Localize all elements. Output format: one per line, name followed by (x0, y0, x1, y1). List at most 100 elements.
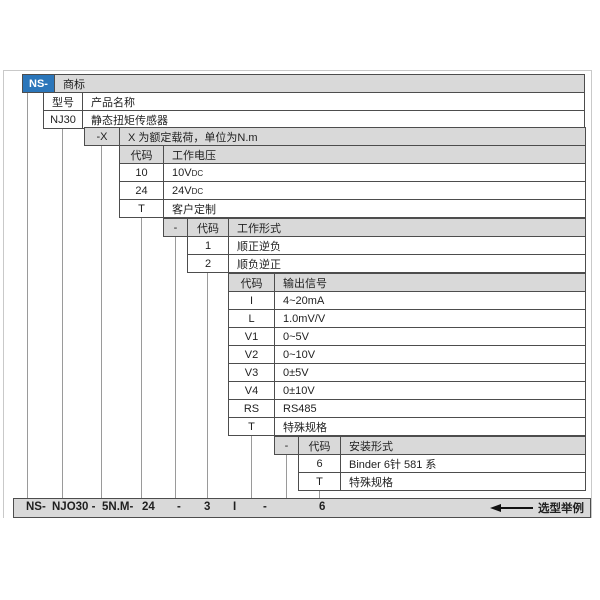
table-row: I 4~20mA (228, 291, 586, 310)
code-cell: I (228, 291, 275, 310)
code-header-cell: 代码 (298, 436, 341, 455)
desc-cell: Binder 6针 581 系 (340, 454, 586, 473)
code-cell: RS (228, 399, 275, 418)
table-header-row: 代码 输出信号 (228, 273, 586, 292)
desc-cell: 顺负逆正 (228, 254, 586, 273)
example-item: 3 (204, 501, 211, 513)
desc-header-cell: 产品名称 (82, 92, 585, 111)
desc-cell: 特殊规格 (274, 417, 586, 436)
table-row: -X X 为额定载荷，单位为N.m (84, 127, 586, 146)
desc-cell: 4~20mA (274, 291, 586, 310)
connector-line-model (62, 128, 63, 498)
desc-text: 客户定制 (172, 203, 216, 216)
frame-top-line (3, 70, 592, 71)
example-pointer: 选型举例 (490, 499, 584, 517)
load-table: -X X 为额定载荷，单位为N.m (84, 127, 586, 146)
table-row: V4 0±10V (228, 381, 586, 400)
frame-right-line (591, 70, 592, 518)
desc-cell: 0~5V (274, 327, 586, 346)
code-header-cell: 代码 (119, 145, 164, 164)
code-cell: 2 (187, 254, 229, 273)
code-cell: L (228, 309, 275, 328)
table-row: RS RS485 (228, 399, 586, 418)
connector-line-mount (319, 491, 320, 498)
brand-table: NS- 商标 (22, 74, 585, 93)
table-row: T 客户定制 (119, 199, 586, 218)
desc-cell: 特殊规格 (340, 472, 586, 491)
desc-cell: 客户定制 (163, 199, 586, 218)
table-row: 2 顺负逆正 (187, 254, 586, 273)
mount-table: - 代码 安装形式 6 Binder 6针 581 系 T 特殊规格 (274, 436, 586, 491)
desc-cell: RS485 (274, 399, 586, 418)
table-row: V2 0~10V (228, 345, 586, 364)
example-item: 6 (319, 501, 326, 513)
connector-line-brand (27, 93, 28, 498)
code-header-cell: 代码 (228, 273, 275, 292)
table-row: L 1.0mV/V (228, 309, 586, 328)
code-cell: V3 (228, 363, 275, 382)
table-row: 6 Binder 6针 581 系 (298, 454, 586, 473)
desc-text: 10V (172, 166, 192, 179)
dc-subscript: DC (191, 169, 204, 178)
table-row: NJ30 静态扭矩传感器 (43, 110, 585, 129)
desc-cell: 静态扭矩传感器 (82, 110, 585, 129)
desc-cell: 1.0mV/V (274, 309, 586, 328)
output-table: 代码 输出信号 I 4~20mA L 1.0mV/V V1 0~5V V2 0~… (228, 273, 586, 436)
connector-line-mount-dash (286, 454, 287, 498)
code-header-cell: 型号 (43, 92, 83, 111)
brand-row: NS- 商标 (22, 74, 585, 93)
connector-line-voltage (141, 218, 142, 498)
table-row: 型号 产品名称 (43, 92, 585, 111)
code-cell: V2 (228, 345, 275, 364)
brand-label-cell: 商标 (54, 74, 585, 93)
code-cell: 24 (119, 181, 164, 200)
table-row: 24 24V DC (119, 181, 586, 200)
code-cell: 1 (187, 236, 229, 255)
desc-cell: 0±10V (274, 381, 586, 400)
desc-cell: 0~10V (274, 345, 586, 364)
example-item: - (263, 501, 267, 513)
example-item: NJO30 - (52, 501, 96, 513)
arrow-left-icon (490, 504, 501, 512)
table-row: V3 0±5V (228, 363, 586, 382)
example-item: - (177, 501, 181, 513)
connector-line-load (101, 145, 102, 498)
arrow-shaft-line (501, 507, 533, 509)
connector-line-mode-dash (175, 236, 176, 498)
table-row: V1 0~5V (228, 327, 586, 346)
voltage-table: 代码 工作电压 10 10V DC 24 24V DC T 客户定制 (119, 145, 586, 218)
code-cell: T (119, 199, 164, 218)
table-header-row: 代码 工作电压 (119, 145, 586, 164)
desc-header-cell: 工作电压 (163, 145, 586, 164)
desc-cell: 0±5V (274, 363, 586, 382)
dc-subscript: DC (191, 187, 204, 196)
code-cell: -X (84, 127, 120, 146)
selection-example-row: NS- NJO30 - 5N.M- 24 - 3 I - 6 选型举例 (13, 498, 591, 518)
desc-header-cell: 输出信号 (274, 273, 586, 292)
desc-cell: 顺正逆负 (228, 236, 586, 255)
example-caption: 选型举例 (538, 503, 584, 515)
desc-cell: X 为额定载荷，单位为N.m (119, 127, 586, 146)
desc-text: 24V (172, 184, 192, 197)
code-cell: T (298, 472, 341, 491)
code-cell: 10 (119, 163, 164, 182)
dash-cell: - (163, 218, 188, 237)
code-cell: NJ30 (43, 110, 83, 129)
dash-cell: - (274, 436, 299, 455)
table-header-row: - 代码 安装形式 (274, 436, 586, 455)
code-cell: T (228, 417, 275, 436)
desc-header-cell: 安装形式 (340, 436, 586, 455)
code-cell: V1 (228, 327, 275, 346)
connector-line-mode (207, 273, 208, 498)
table-header-row: - 代码 工作形式 (163, 218, 586, 237)
table-row: 10 10V DC (119, 163, 586, 182)
table-row: T 特殊规格 (298, 472, 586, 491)
desc-cell: 10V DC (163, 163, 586, 182)
table-row: 1 顺正逆负 (187, 236, 586, 255)
desc-cell: 24V DC (163, 181, 586, 200)
mode-table: - 代码 工作形式 1 顺正逆负 2 顺负逆正 (163, 218, 586, 273)
code-header-cell: 代码 (187, 218, 229, 237)
desc-header-cell: 工作形式 (228, 218, 586, 237)
code-cell: 6 (298, 454, 341, 473)
